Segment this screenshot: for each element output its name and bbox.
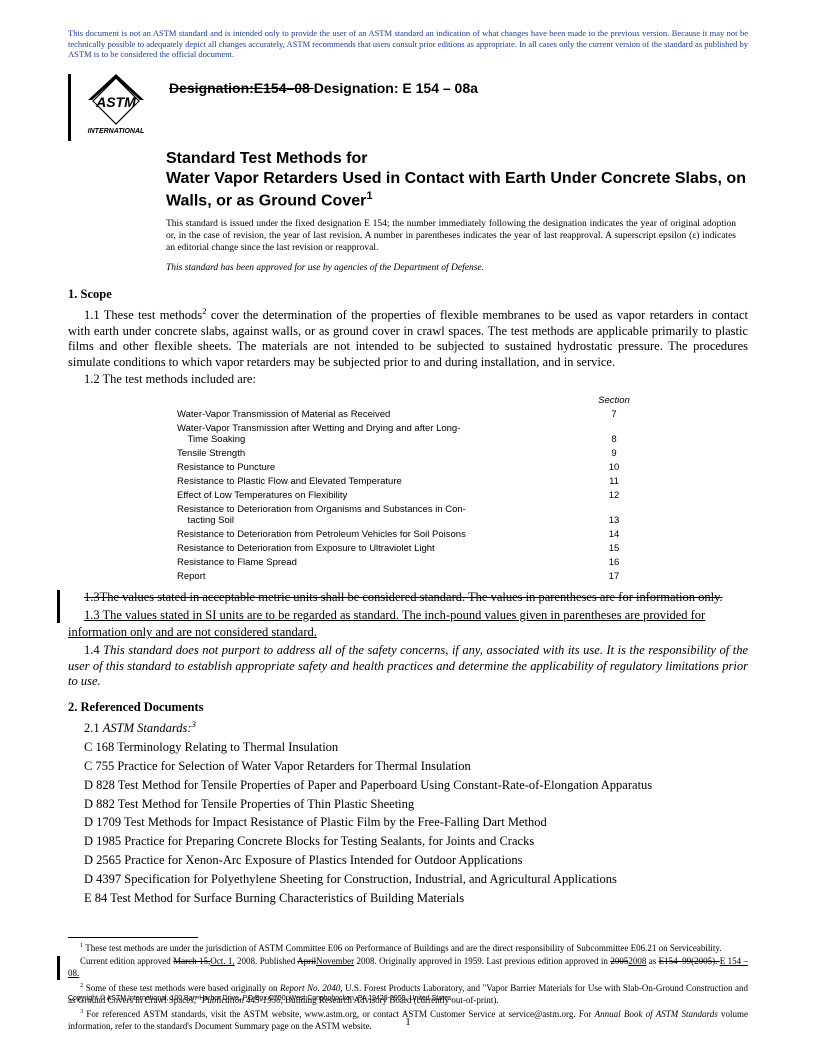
disclaimer-text: This document is not an ASTM standard an… (68, 28, 748, 60)
issuance-note: This standard is issued under the fixed … (166, 219, 748, 255)
designation-old: Designation:E154–08 (169, 80, 314, 96)
tt-row-label: Report (177, 570, 587, 582)
change-bar-1-3: 1.3The values stated in acceptable metri… (57, 590, 748, 623)
ref-item: C 168 Terminology Relating to Thermal In… (68, 739, 748, 756)
designation-new: Designation: E 154 – 08a (314, 80, 478, 96)
ref-item: D 882 Test Method for Tensile Properties… (68, 796, 748, 813)
title-superscript: 1 (366, 190, 372, 202)
ref-item: E 84 Test Method for Surface Burning Cha… (68, 890, 748, 907)
references-heading: 2. Referenced Documents (68, 700, 748, 715)
tt-row-section: 9 (589, 447, 639, 459)
refs-2-1: 2.1 ASTM Standards:3 (68, 719, 748, 737)
tt-row-label: Water-Vapor Transmission of Material as … (177, 408, 587, 420)
ref-item: D 1709 Test Methods for Impact Resistanc… (68, 814, 748, 831)
tt-row-label: Resistance to Flame Spread (177, 556, 587, 568)
para-1-2: 1.2 The test methods included are: (68, 372, 748, 388)
footnote-1: 1 These test methods are under the juris… (68, 942, 748, 955)
dod-approval: This standard has been approved for use … (166, 263, 748, 273)
test-methods-table: Section Water-Vapor Transmission of Mate… (175, 392, 641, 584)
para-1-3-old: 1.3The values stated in acceptable metri… (84, 590, 723, 604)
para-1-3-new-b: information only and are not considered … (68, 625, 317, 639)
astm-logo: ASTM INTERNATIONAL (79, 74, 153, 141)
svg-text:INTERNATIONAL: INTERNATIONAL (88, 128, 145, 135)
footnote-1b: Current edition approved March 15,Oct. 1… (57, 956, 748, 979)
ref-item: D 2565 Practice for Xenon-Arc Exposure o… (68, 852, 748, 869)
page-number: 1 (0, 1016, 816, 1028)
title-line-2: Water Vapor Retarders Used in Contact wi… (166, 170, 746, 209)
scope-heading: 1. Scope (68, 287, 748, 302)
ref-item: D 4397 Specification for Polyethylene Sh… (68, 871, 748, 888)
tt-row-section: 15 (589, 542, 639, 554)
tt-row-section: 10 (589, 461, 639, 473)
tt-row-label: Resistance to Puncture (177, 461, 587, 473)
ref-item: C 755 Practice for Selection of Water Va… (68, 758, 748, 775)
tt-row-label: Resistance to Deterioration from Petrole… (177, 528, 587, 540)
tt-row-label: Resistance to Plastic Flow and Elevated … (177, 475, 587, 487)
tt-row-section: 11 (589, 475, 639, 487)
tt-row-label: Tensile Strength (177, 447, 587, 459)
para-1-1: 1.1 These test methods2 cover the determ… (68, 306, 748, 371)
tt-row-section: 8 (589, 422, 639, 445)
svg-text:ASTM: ASTM (95, 94, 136, 110)
tt-row-section: 13 (589, 503, 639, 526)
title-block: Standard Test Methods for Water Vapor Re… (166, 149, 748, 211)
tt-row-section: 17 (589, 570, 639, 582)
designation-cell: Designation:E154–08 Designation: E 154 –… (169, 74, 748, 98)
tt-row-section: 7 (589, 408, 639, 420)
footnote-rule (68, 937, 198, 938)
ref-item: D 828 Test Method for Tensile Properties… (68, 777, 748, 794)
tt-row-label: Resistance to Deterioration from Organis… (177, 503, 587, 526)
tt-row-section: 12 (589, 489, 639, 501)
tt-row-label: Resistance to Deterioration from Exposur… (177, 542, 587, 554)
para-1-3-new-a: 1.3 The values stated in SI units are to… (84, 608, 705, 622)
tt-section-head: Section (589, 394, 639, 406)
ref-item: D 1985 Practice for Preparing Concrete B… (68, 833, 748, 850)
title-line-1: Standard Test Methods for (166, 150, 368, 167)
tt-row-label: Water-Vapor Transmission after Wetting a… (177, 422, 587, 445)
para-1-4: 1.4 This standard does not purport to ad… (68, 643, 748, 690)
tt-row-section: 14 (589, 528, 639, 540)
copyright: Copyright © ASTM International, 100 Barr… (68, 995, 453, 1002)
tt-row-section: 16 (589, 556, 639, 568)
header-row: ASTM INTERNATIONAL Designation:E154–08 D… (68, 74, 748, 141)
tt-row-label: Effect of Low Temperatures on Flexibilit… (177, 489, 587, 501)
